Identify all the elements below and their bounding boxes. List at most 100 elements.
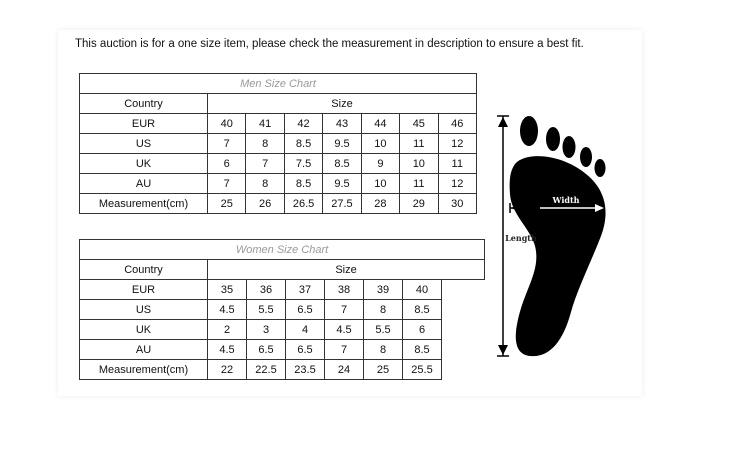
foot-measurement-diagram: Width Length (497, 115, 606, 357)
empty-cell (440, 359, 485, 380)
table-row: Measurement(cm) 22 22.5 23.5 24 25 25.5 (79, 359, 485, 380)
size-cell: 8 (363, 339, 403, 360)
women-chart-title: Women Size Chart (78, 239, 486, 260)
size-cell: 7 (206, 133, 247, 154)
size-cell: 22.5 (246, 359, 286, 380)
size-cell: 2 (207, 319, 247, 340)
size-cell: 7 (206, 173, 247, 194)
size-cell: 39 (363, 279, 403, 300)
size-cell: 9 (360, 153, 401, 174)
size-cell: 8 (245, 173, 285, 194)
length-arrow (497, 115, 509, 357)
row-label: AU (79, 339, 208, 360)
size-cell: 7 (324, 339, 364, 360)
length-label: Length (505, 233, 537, 243)
table-row: EUR 40 41 42 43 44 45 46 (79, 113, 478, 134)
size-cell: 11 (437, 153, 478, 174)
size-cell: 5.5 (246, 299, 286, 320)
row-label: US (79, 133, 208, 154)
row-label: UK (79, 153, 208, 174)
size-cell: 45 (399, 113, 439, 134)
size-cell: 8.5 (283, 133, 324, 154)
table-row: EUR 35 36 37 38 39 40 (79, 279, 485, 300)
size-cell: 29 (399, 193, 439, 214)
size-cell: 9.5 (322, 173, 362, 194)
size-header: Size (207, 93, 477, 114)
men-chart-title: Men Size Chart (79, 73, 477, 94)
row-label: UK (79, 319, 208, 340)
row-label: EUR (79, 279, 208, 300)
table-row: Measurement(cm) 25 26 26.5 27.5 28 29 30 (79, 193, 478, 214)
size-cell: 4.5 (207, 339, 247, 360)
size-cell: 8.5 (322, 153, 362, 174)
size-cell: 10 (360, 133, 401, 154)
size-cell: 35 (207, 279, 247, 300)
size-cell: 25 (206, 193, 247, 214)
size-header: Size (206, 259, 486, 280)
size-cell: 38 (324, 279, 364, 300)
row-label: Measurement(cm) (79, 359, 208, 380)
size-cell: 41 (245, 113, 285, 134)
size-cell: 37 (285, 279, 325, 300)
size-cell: 6 (206, 153, 247, 174)
size-cell: 4 (285, 319, 325, 340)
empty-cell (440, 279, 485, 300)
size-cell: 26.5 (283, 193, 324, 214)
row-label: US (79, 299, 208, 320)
size-cell: 43 (322, 113, 362, 134)
table-row: AU 7 8 8.5 9.5 10 11 12 (79, 173, 478, 194)
empty-cell (440, 339, 485, 360)
width-arrow (509, 203, 604, 213)
size-cell: 5.5 (363, 319, 403, 340)
width-label: Width (552, 195, 580, 205)
size-cell: 30 (437, 193, 478, 214)
size-cell: 28 (360, 193, 401, 214)
size-cell: 25.5 (402, 359, 442, 380)
table-row: UK 6 7 7.5 8.5 9 10 11 (79, 153, 478, 174)
size-cell: 24 (324, 359, 364, 380)
row-label: EUR (79, 113, 208, 134)
size-cell: 12 (437, 133, 478, 154)
size-cell: 23.5 (285, 359, 325, 380)
size-cell: 9.5 (322, 133, 362, 154)
size-cell: 11 (399, 173, 439, 194)
size-cell: 11 (399, 133, 439, 154)
size-cell: 7 (245, 153, 285, 174)
size-cell: 10 (399, 153, 439, 174)
foot-icon (509, 116, 606, 357)
empty-cell (440, 299, 485, 320)
size-cell: 42 (283, 113, 324, 134)
size-cell: 40 (206, 113, 247, 134)
size-cell: 27.5 (322, 193, 362, 214)
size-cell: 6.5 (285, 299, 325, 320)
table-row: US 4.5 5.5 6.5 7 8 8.5 (79, 299, 485, 320)
men-size-chart: Men Size Chart Country Size EUR 40 41 42 43 44… (79, 73, 478, 214)
size-cell: 8.5 (402, 299, 442, 320)
size-cell: 8.5 (283, 173, 324, 194)
size-cell: 8 (363, 299, 403, 320)
size-cell: 3 (246, 319, 286, 340)
size-cell: 8 (245, 133, 285, 154)
size-cell: 7.5 (283, 153, 324, 174)
size-cell: 7 (324, 299, 364, 320)
size-cell: 46 (437, 113, 478, 134)
row-label: AU (79, 173, 208, 194)
size-cell: 22 (207, 359, 247, 380)
size-cell: 36 (246, 279, 286, 300)
size-cell: 10 (360, 173, 401, 194)
size-cell: 26 (245, 193, 285, 214)
fit-notice: This auction is for a one size item, ple… (75, 38, 584, 50)
size-cell: 6.5 (285, 339, 325, 360)
women-size-chart: Women Size Chart Country Size EUR 35 36 37 38… (78, 239, 486, 380)
empty-cell (440, 319, 485, 340)
size-cell: 6.5 (246, 339, 286, 360)
size-cell: 12 (437, 173, 478, 194)
size-cell: 4.5 (324, 319, 364, 340)
country-header: Country (79, 259, 208, 280)
size-cell: 44 (360, 113, 401, 134)
size-cell: 6 (402, 319, 442, 340)
size-cell: 40 (402, 279, 442, 300)
size-cell: 25 (363, 359, 403, 380)
table-row: US 7 8 8.5 9.5 10 11 12 (79, 133, 478, 154)
size-cell: 8.5 (402, 339, 442, 360)
